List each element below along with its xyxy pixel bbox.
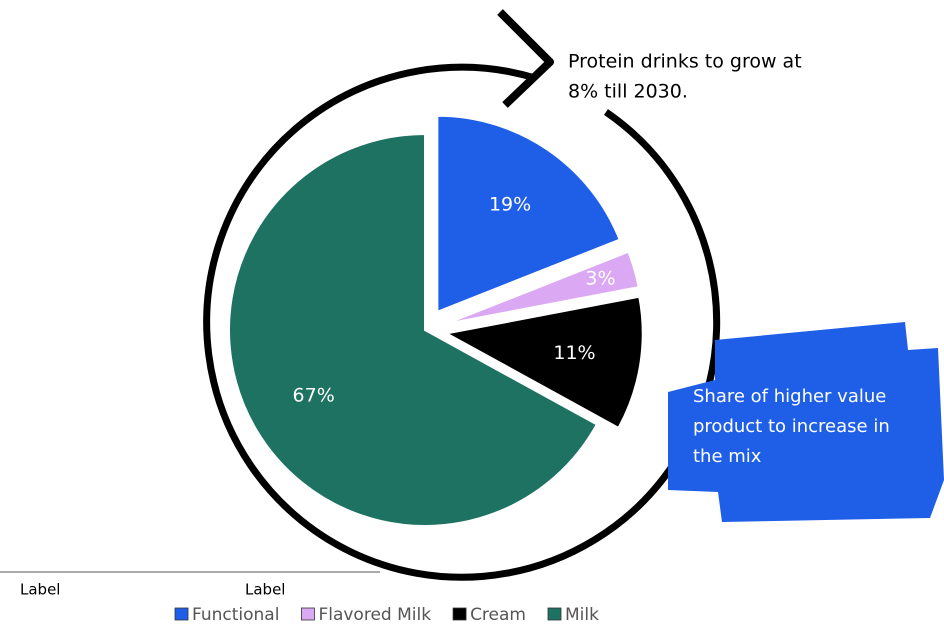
slice-label: 67% bbox=[293, 384, 335, 406]
footer-label: Label bbox=[20, 581, 60, 599]
cycle-arrow bbox=[203, 63, 721, 581]
annotation: 8% till 2030. bbox=[568, 81, 688, 103]
callout-text: the mix bbox=[693, 446, 762, 467]
slice-label: 3% bbox=[585, 268, 615, 290]
callout-box bbox=[668, 322, 944, 522]
legend-swatch bbox=[174, 607, 189, 621]
legend-label: Functional bbox=[192, 605, 279, 625]
legend-swatch bbox=[301, 607, 315, 621]
slice-label: 19% bbox=[489, 193, 531, 215]
arrow-head bbox=[497, 9, 554, 108]
pie-slice bbox=[443, 295, 644, 430]
slice-label: 11% bbox=[553, 342, 595, 364]
callout-text: Share of higher value bbox=[693, 386, 886, 407]
pie-slice bbox=[228, 132, 599, 527]
legend-label: Milk bbox=[565, 605, 599, 625]
legend-label: Flavored Milk bbox=[318, 605, 431, 625]
legend-swatch bbox=[547, 607, 562, 621]
legend-swatch bbox=[452, 607, 467, 621]
annotation: Protein drinks to grow at bbox=[568, 51, 802, 73]
callout-text: product to increase in bbox=[693, 416, 890, 437]
footer-label: Label bbox=[245, 581, 285, 599]
pie-slice bbox=[436, 114, 621, 314]
legend-label: Cream bbox=[470, 605, 526, 625]
pie-slice bbox=[445, 250, 640, 325]
